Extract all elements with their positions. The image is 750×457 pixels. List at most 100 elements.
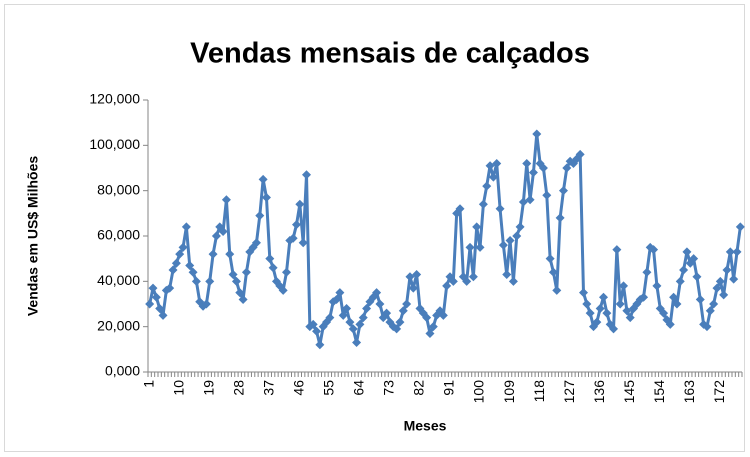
marker [355, 319, 365, 329]
marker [218, 226, 228, 236]
x-tick-label: 172 [711, 380, 727, 404]
marker [255, 211, 265, 221]
marker [482, 181, 492, 191]
marker [175, 249, 185, 259]
marker [348, 324, 358, 334]
x-tick-label: 91 [441, 380, 457, 396]
marker [455, 204, 465, 214]
marker [528, 168, 538, 178]
marker [358, 313, 368, 323]
marker [675, 276, 685, 286]
marker [548, 267, 558, 277]
x-tick-label: 154 [651, 380, 667, 404]
y-tick-label: 80,000 [97, 181, 140, 197]
marker [205, 276, 215, 286]
marker [438, 310, 448, 320]
marker [408, 283, 418, 293]
marker [545, 254, 555, 264]
marker [682, 247, 692, 257]
marker [689, 254, 699, 264]
x-tick-label: 118 [531, 380, 547, 403]
marker [448, 276, 458, 286]
marker [422, 313, 432, 323]
marker [505, 236, 515, 246]
marker [278, 285, 288, 295]
marker [578, 288, 588, 298]
marker [372, 288, 382, 298]
x-tick-label: 55 [321, 380, 337, 396]
marker [185, 260, 195, 270]
marker [558, 186, 568, 196]
marker [468, 272, 478, 282]
marker [151, 292, 161, 302]
marker [221, 195, 231, 205]
marker [665, 319, 675, 329]
marker [502, 270, 512, 280]
marker [345, 317, 355, 327]
marker [585, 308, 595, 318]
y-tick-label: 0,000 [105, 363, 140, 379]
marker [669, 292, 679, 302]
marker [538, 163, 548, 173]
marker [512, 231, 522, 241]
x-tick-label: 1 [140, 380, 156, 388]
marker [599, 292, 609, 302]
marker [719, 290, 729, 300]
x-tick-label: 136 [591, 380, 607, 404]
marker [679, 265, 689, 275]
marker [729, 274, 739, 284]
marker [732, 247, 742, 257]
marker [235, 288, 245, 298]
marker [268, 263, 278, 273]
marker [225, 249, 235, 259]
x-tick-label: 100 [471, 380, 487, 404]
y-tick-label: 20,000 [97, 317, 140, 333]
marker [612, 245, 622, 255]
marker [709, 299, 719, 309]
marker [298, 238, 308, 248]
y-tick-label: 100,000 [89, 136, 140, 152]
marker [525, 195, 535, 205]
x-tick-label: 73 [381, 380, 397, 396]
marker [522, 158, 532, 168]
marker [288, 233, 298, 243]
marker [475, 242, 485, 252]
marker [338, 310, 348, 320]
x-tick-label: 19 [200, 380, 216, 396]
marker [542, 190, 552, 200]
marker [308, 319, 318, 329]
marker [488, 172, 498, 182]
marker [395, 317, 405, 327]
marker [178, 242, 188, 252]
y-tick-label: 40,000 [97, 272, 140, 288]
y-axis-label: Vendas em US$ Milhões [25, 156, 41, 316]
marker [615, 299, 625, 309]
marker [238, 294, 248, 304]
marker [171, 258, 181, 268]
marker [362, 304, 372, 314]
marker [325, 313, 335, 323]
marker [592, 317, 602, 327]
marker [602, 308, 612, 318]
marker [281, 267, 291, 277]
marker [642, 267, 652, 277]
x-tick-label: 145 [621, 380, 637, 404]
marker [555, 213, 565, 223]
marker [392, 324, 402, 334]
marker [251, 238, 261, 248]
marker [695, 294, 705, 304]
marker [562, 163, 572, 173]
marker [428, 322, 438, 332]
marker [575, 149, 585, 159]
marker [492, 158, 502, 168]
marker [472, 222, 482, 232]
x-tick-label: 82 [411, 380, 427, 396]
marker [609, 324, 619, 334]
marker [725, 247, 735, 257]
marker [652, 281, 662, 291]
y-tick-label: 120,000 [89, 91, 140, 107]
chart-title: Vendas mensais de calçados [190, 38, 590, 70]
marker [148, 283, 158, 293]
marker [515, 222, 525, 232]
marker [191, 276, 201, 286]
